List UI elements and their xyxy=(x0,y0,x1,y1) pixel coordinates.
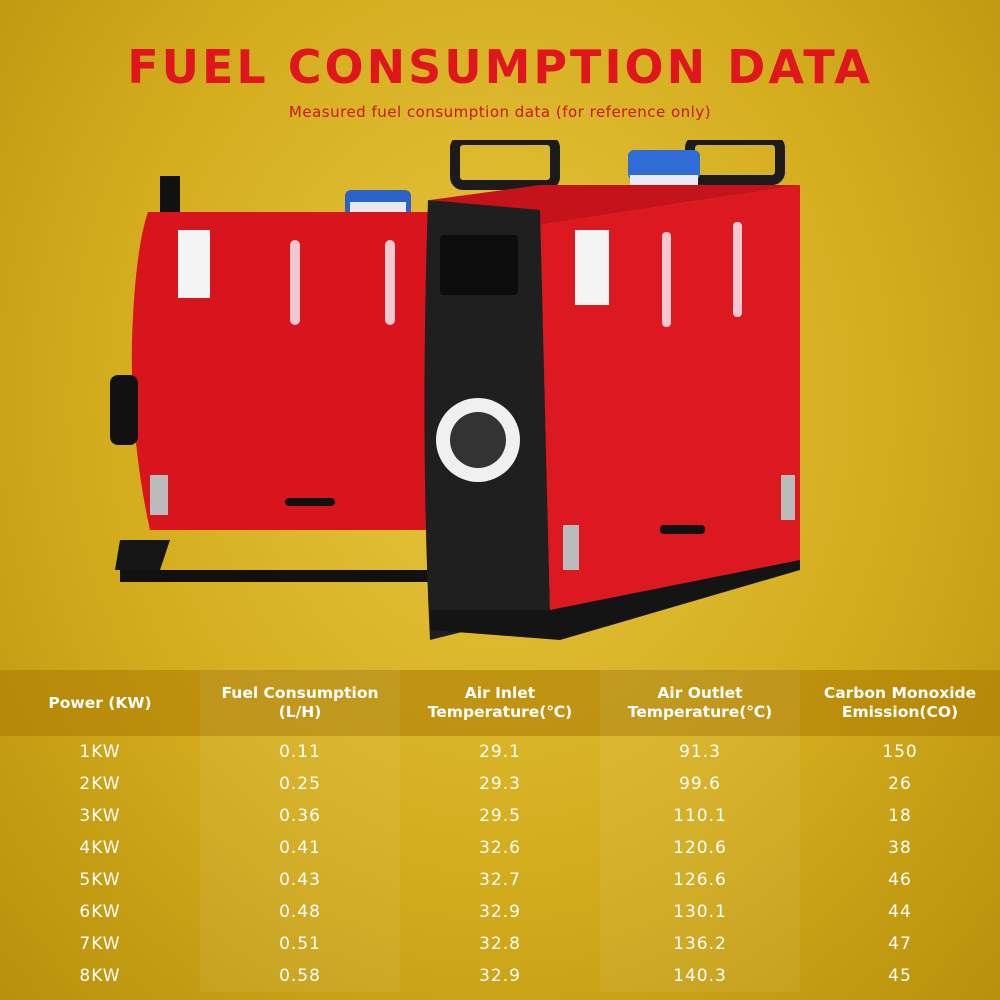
table-cell: 26 xyxy=(888,774,912,794)
table-cell: 45 xyxy=(888,966,912,986)
table-cell: 0.36 xyxy=(200,800,400,832)
product-image xyxy=(110,140,800,640)
table-row: 4KW 0.41 32.6 120.6 38 xyxy=(0,832,1000,864)
table-cell: 5KW xyxy=(79,870,121,890)
table-cell: 110.1 xyxy=(600,800,800,832)
data-table: Power (KW) Fuel Consumption (L/H) Air Inlet… xyxy=(0,670,1000,1000)
header-cell: Fuel Consumption (L/H) xyxy=(200,670,400,736)
header-cell: Air Inlet Temperature(℃) xyxy=(400,670,600,736)
table-cell: 38 xyxy=(888,838,912,858)
table-cell: 32.9 xyxy=(479,966,521,986)
header-text: Temperature(℃) xyxy=(427,703,573,721)
table-cell: 99.6 xyxy=(600,768,800,800)
header-text: Power (KW) xyxy=(48,693,152,712)
table-row: 2KW 0.25 29.3 99.6 26 xyxy=(0,768,1000,800)
table-cell: 29.3 xyxy=(479,774,521,794)
header-cell: Carbon Monoxide Emission(CO) xyxy=(800,670,1000,736)
table-cell: 32.7 xyxy=(479,870,521,890)
table-cell: 18 xyxy=(888,806,912,826)
header-text: (L/H) xyxy=(278,703,322,721)
table-cell: 0.43 xyxy=(200,864,400,896)
table-cell: 0.41 xyxy=(200,832,400,864)
table-cell: 46 xyxy=(888,870,912,890)
table-cell: 6KW xyxy=(79,902,121,922)
table-cell: 126.6 xyxy=(600,864,800,896)
subtitle: Measured fuel consumption data (for refe… xyxy=(288,103,712,121)
table-cell: 47 xyxy=(888,934,912,954)
table-cell: 4KW xyxy=(79,838,121,858)
table-cell: 0.11 xyxy=(200,736,400,768)
table-cell: 0.58 xyxy=(200,960,400,992)
table-row: 1KW 0.11 29.1 91.3 150 xyxy=(0,736,1000,768)
table-row: 3KW 0.36 29.5 110.1 18 xyxy=(0,800,1000,832)
table-row: 8KW 0.58 32.9 140.3 45 xyxy=(0,960,1000,992)
header-text: Air Inlet xyxy=(464,684,536,702)
table-cell: 44 xyxy=(888,902,912,922)
header-text: Fuel Consumption xyxy=(221,684,379,702)
table-cell: 0.48 xyxy=(200,896,400,928)
table-cell: 32.9 xyxy=(479,902,521,922)
header-cell: Power (KW) xyxy=(0,670,200,736)
table-row: 7KW 0.51 32.8 136.2 47 xyxy=(0,928,1000,960)
table-cell: 29.5 xyxy=(479,806,521,826)
table-cell: 0.25 xyxy=(200,768,400,800)
title: FUEL CONSUMPTION DATA xyxy=(127,40,873,94)
header-text: Emission(CO) xyxy=(841,703,959,721)
table-cell: 136.2 xyxy=(600,928,800,960)
table-cell: 0.51 xyxy=(200,928,400,960)
header-text: Air Outlet xyxy=(657,684,743,702)
table-cell: 7KW xyxy=(79,934,121,954)
table-row: 5KW 0.43 32.7 126.6 46 xyxy=(0,864,1000,896)
table-cell: 120.6 xyxy=(600,832,800,864)
table-cell: 91.3 xyxy=(600,736,800,768)
header-cell: Air Outlet Temperature(℃) xyxy=(600,670,800,736)
table-row: 6KW 0.48 32.9 130.1 44 xyxy=(0,896,1000,928)
table-cell: 32.8 xyxy=(479,934,521,954)
table-cell: 2KW xyxy=(79,774,121,794)
header-row: Power (KW) Fuel Consumption (L/H) Air Inlet… xyxy=(0,670,1000,736)
table-cell: 130.1 xyxy=(600,896,800,928)
table-cell: 1KW xyxy=(79,742,121,762)
table-cell: 29.1 xyxy=(479,742,521,762)
table-cell: 140.3 xyxy=(600,960,800,992)
table-cell: 8KW xyxy=(79,966,121,986)
table-cell: 32.6 xyxy=(479,838,521,858)
header-text: Temperature(℃) xyxy=(627,703,773,721)
header-text: Carbon Monoxide xyxy=(823,684,977,702)
table-cell: 3KW xyxy=(79,806,121,826)
table-cell: 150 xyxy=(882,742,918,762)
